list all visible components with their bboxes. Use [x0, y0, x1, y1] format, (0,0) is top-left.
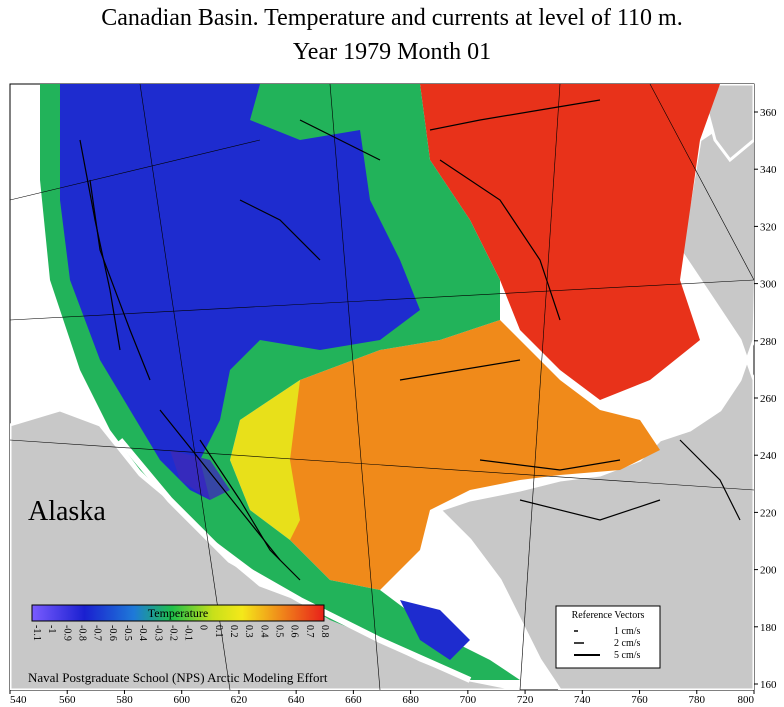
cold-water-region	[60, 84, 420, 500]
x-tick-label: 600	[173, 694, 190, 706]
legend-tick-label: 0	[198, 625, 209, 630]
y-tick-label: 160	[760, 679, 777, 691]
legend-ticks: -1.1 -1 -0.9 -0.8 -0.7 -0.6 -0.5 -0.4 -0.3 -0.2 -0…	[31, 625, 330, 641]
temperature-legend: Temperature -1.1 -1 -0.9 -0.8 -0.7 -0.6 -0.5 -0…	[31, 604, 330, 641]
deep-cold-core	[170, 450, 230, 500]
y-tick-label: 280	[760, 336, 777, 348]
legend-tick-label: 0.3	[243, 625, 254, 638]
legend-tick-label: -1.1	[31, 625, 42, 641]
ref-vector-label-2: 2 cm/s	[614, 638, 640, 649]
x-axis-ticks: 540 560 580 600 620 640 660 680 700 720 740 760 780 8…	[9, 690, 755, 706]
x-tick-label: 780	[689, 694, 706, 706]
x-tick-label: 580	[116, 694, 133, 706]
legend-title: Temperature	[148, 606, 208, 620]
legend-tick-label: 0.7	[304, 625, 315, 638]
map-title-line2: Year 1979 Month 01	[292, 39, 492, 65]
legend-tick-label: -0.8	[76, 625, 87, 641]
legend-tick-label: 0.1	[213, 625, 224, 638]
legend-tick-label: 0.8	[319, 625, 330, 638]
graticule	[10, 84, 754, 690]
y-tick-label: 220	[760, 507, 777, 519]
legend-tick-label: -0.5	[122, 625, 133, 641]
y-tick-label: 260	[760, 393, 777, 405]
ref-vector-label-1: 1 cm/s	[614, 626, 640, 637]
y-tick-label: 200	[760, 565, 777, 577]
legend-tick-label: -0.4	[137, 625, 148, 641]
x-tick-label: 620	[231, 694, 248, 706]
legend-tick-label: -0.9	[61, 625, 72, 641]
x-tick-label: 800	[738, 694, 755, 706]
temperature-map: Alaska 360 340 320 300 280 260 240 220 200 180 160…	[9, 83, 777, 706]
yellow-water-region	[230, 380, 300, 540]
warm-water-region	[420, 84, 720, 400]
legend-tick-label: 0.5	[274, 625, 285, 638]
cold-water-pocket	[400, 600, 470, 660]
x-tick-label: 720	[517, 694, 534, 706]
greenland-landmass	[698, 84, 754, 163]
x-tick-label: 760	[631, 694, 648, 706]
legend-tick-label: 0.6	[289, 625, 300, 638]
legend-tick-label: -0.2	[167, 625, 178, 641]
x-tick-label: 660	[345, 694, 362, 706]
ref-vector-label-3: 5 cm/s	[614, 650, 640, 661]
legend-tick-label: 0.4	[258, 625, 269, 638]
legend-tick-label: 0.2	[228, 625, 239, 638]
current-vectors	[79, 99, 741, 581]
y-tick-label: 300	[760, 279, 777, 291]
legend-colorbar	[31, 604, 325, 622]
y-tick-label: 320	[760, 221, 777, 233]
legend-tick-label: -0.3	[152, 625, 163, 641]
credit-text: Naval Postgraduate School (NPS) Arctic M…	[28, 670, 328, 685]
y-tick-label: 340	[760, 164, 777, 176]
y-axis-ticks: 360 340 320 300 280 260 240 220 200 180 160	[754, 107, 777, 691]
y-tick-label: 240	[760, 450, 777, 462]
x-tick-label: 540	[10, 694, 27, 706]
x-tick-label: 640	[288, 694, 305, 706]
x-tick-label: 680	[402, 694, 419, 706]
legend-tick-label: -0.7	[92, 625, 103, 641]
map-title-line1: Canadian Basin. Temperature and currents…	[101, 5, 683, 31]
legend-tick-label: -0.6	[107, 625, 118, 641]
coastline	[117, 438, 472, 683]
reference-vectors-box: Reference Vectors 1 cm/s 2 cm/s 5 cm/s	[555, 605, 661, 669]
legend-tick-label: -1	[46, 625, 57, 633]
y-tick-label: 180	[760, 622, 777, 634]
x-tick-label: 560	[59, 694, 76, 706]
reference-vectors-title: Reference Vectors	[572, 610, 645, 621]
legend-tick-label: -0.1	[183, 625, 194, 641]
x-tick-label: 700	[460, 694, 477, 706]
y-tick-label: 360	[760, 107, 777, 119]
x-tick-label: 740	[574, 694, 591, 706]
alaska-label: Alaska	[28, 496, 106, 527]
orange-water-region	[280, 320, 660, 590]
